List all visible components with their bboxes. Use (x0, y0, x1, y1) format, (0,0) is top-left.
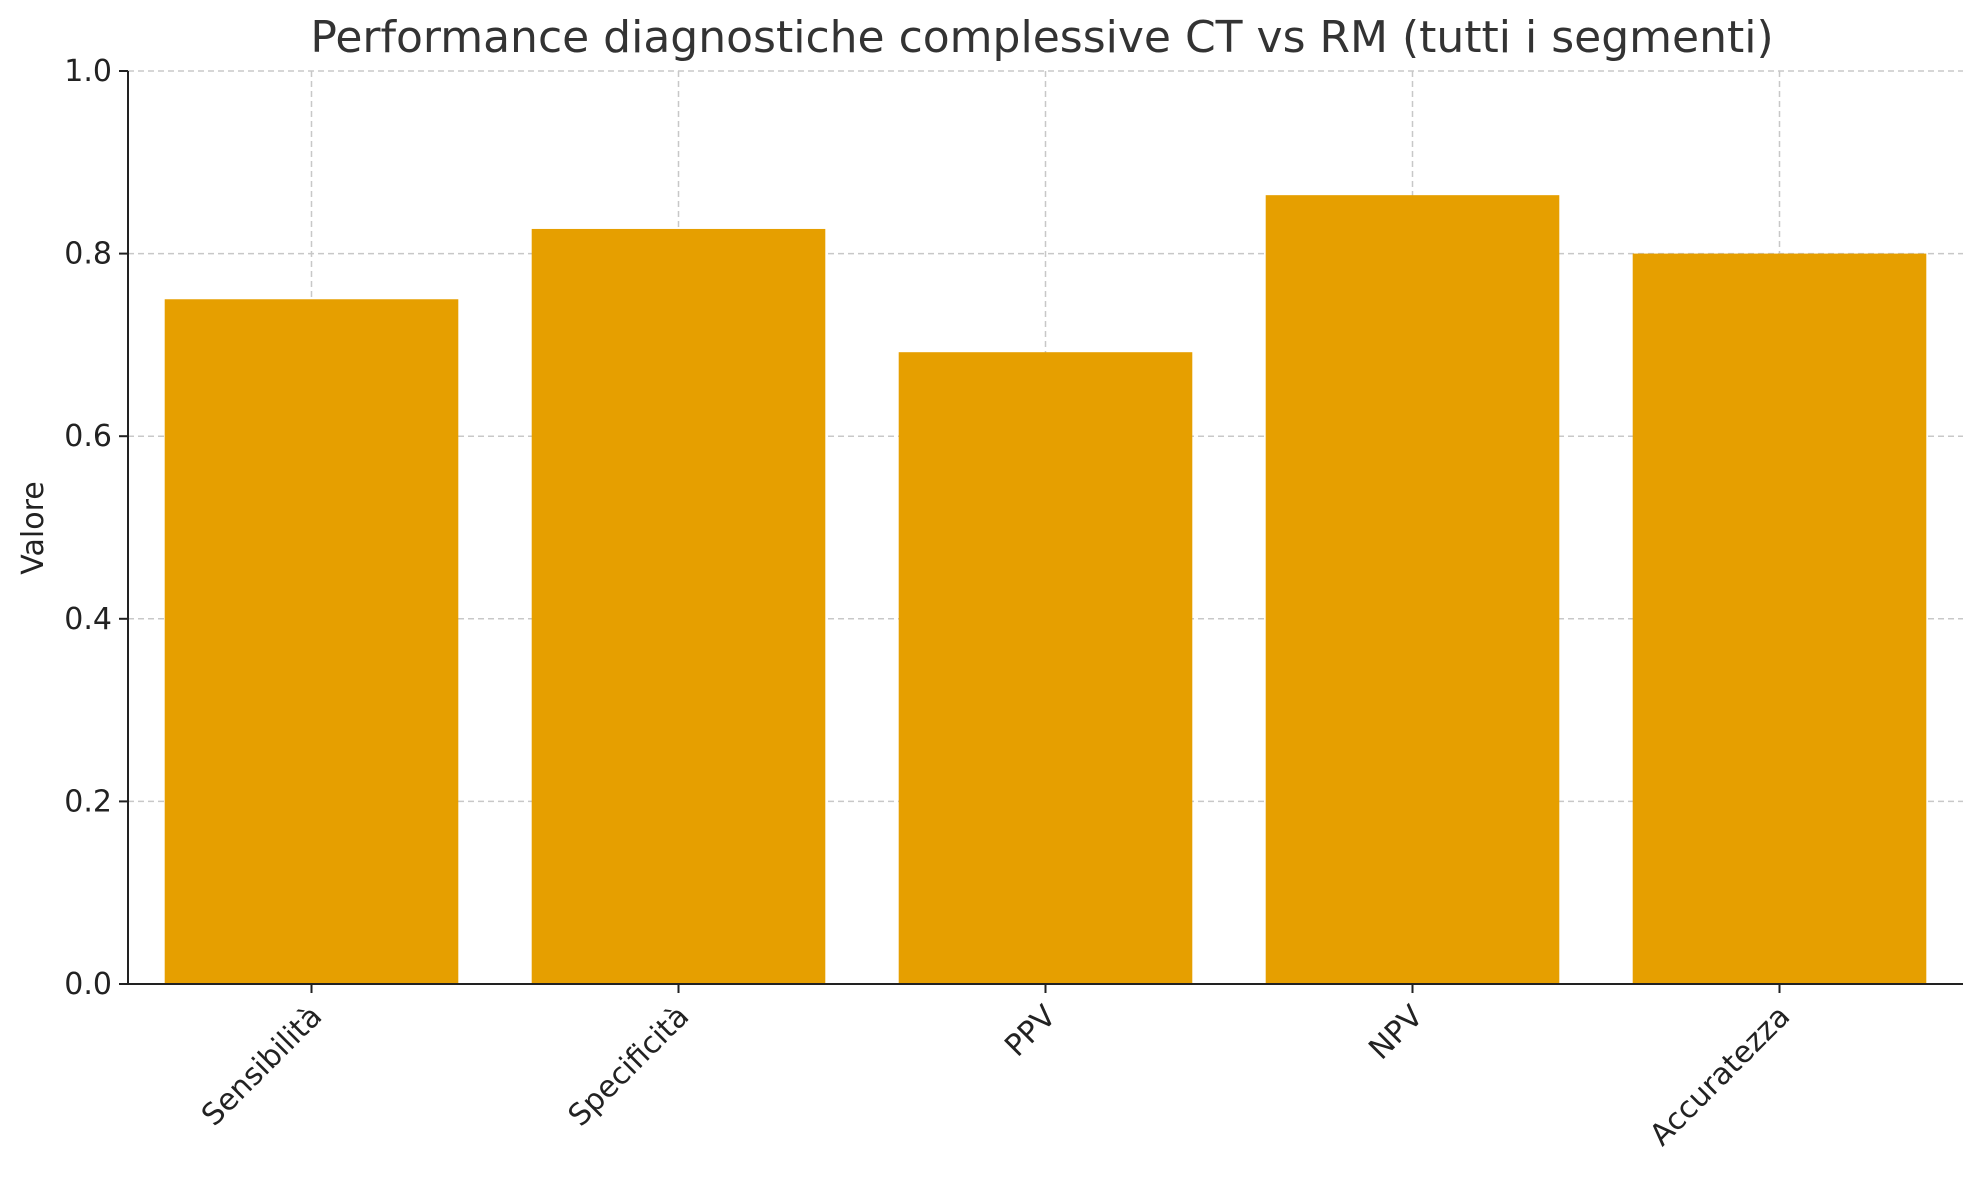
bar-1 (531, 228, 826, 985)
bar-2 (898, 352, 1193, 985)
y-axis-label: Valore (16, 481, 51, 574)
y-tick-label: 0.0 (64, 967, 112, 1002)
bar-0 (164, 299, 459, 984)
x-tick-label: Accuratezza (1643, 999, 1797, 1153)
x-tick-labels: Sensibilità Specificità PPV NPV Accuratezza (195, 999, 1797, 1153)
x-tick-label: PPV (998, 999, 1063, 1064)
bars (164, 195, 1927, 985)
y-tick-labels: 0.0 0.2 0.4 0.6 0.8 1.0 (64, 54, 112, 1002)
y-tick-label: 0.6 (64, 419, 112, 454)
bar-4 (1632, 253, 1927, 985)
x-tick-label: Specificità (562, 999, 697, 1134)
axes (119, 70, 1963, 993)
y-tick-label: 0.8 (64, 237, 112, 272)
x-tick-label: Sensibilità (195, 999, 329, 1133)
y-tick-label: 0.4 (64, 602, 112, 637)
bar-3 (1265, 195, 1560, 985)
y-tick-label: 1.0 (64, 54, 112, 89)
x-tick-label: NPV (1362, 999, 1430, 1067)
chart-title: Performance diagnostiche complessive CT … (310, 12, 1773, 63)
y-tick-label: 0.2 (64, 784, 112, 819)
